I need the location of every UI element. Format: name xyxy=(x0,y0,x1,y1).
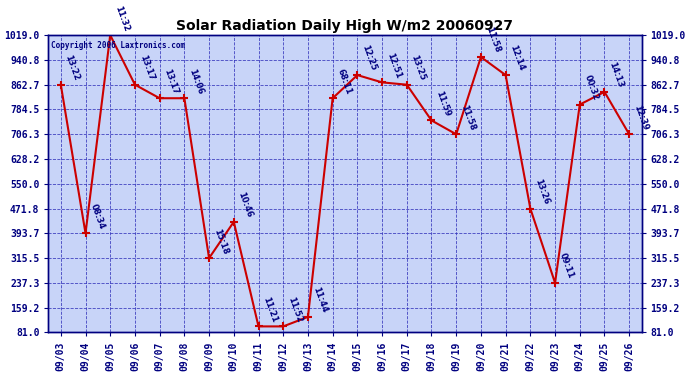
Text: 00:32: 00:32 xyxy=(582,74,600,102)
Text: 11:58: 11:58 xyxy=(459,103,477,132)
Text: Copyright 2006 Laxtronics.com: Copyright 2006 Laxtronics.com xyxy=(52,41,186,50)
Text: 11:44: 11:44 xyxy=(310,286,328,314)
Text: 12:14: 12:14 xyxy=(509,44,526,72)
Text: 13:25: 13:25 xyxy=(410,54,427,82)
Text: 13:17: 13:17 xyxy=(138,54,155,82)
Text: 15:18: 15:18 xyxy=(212,227,230,255)
Text: 09:11: 09:11 xyxy=(558,252,575,280)
Text: 10:46: 10:46 xyxy=(237,191,254,219)
Text: 11:52: 11:52 xyxy=(286,295,304,324)
Text: 68:11: 68:11 xyxy=(335,67,353,96)
Text: 12:25: 12:25 xyxy=(360,44,378,72)
Text: 14:06: 14:06 xyxy=(187,67,205,96)
Text: 11:59: 11:59 xyxy=(434,89,452,118)
Text: 12:51: 12:51 xyxy=(385,51,402,80)
Text: 14:13: 14:13 xyxy=(607,61,625,89)
Text: 11:32: 11:32 xyxy=(113,4,130,32)
Text: 13:17: 13:17 xyxy=(162,68,180,96)
Title: Solar Radiation Daily High W/m2 20060927: Solar Radiation Daily High W/m2 20060927 xyxy=(177,19,513,33)
Text: 11:21: 11:21 xyxy=(262,295,279,324)
Text: 13:22: 13:22 xyxy=(63,54,81,82)
Text: 08:34: 08:34 xyxy=(88,202,106,231)
Text: 11:58: 11:58 xyxy=(484,26,502,54)
Text: 12:39: 12:39 xyxy=(632,104,649,132)
Text: 13:26: 13:26 xyxy=(533,178,551,206)
